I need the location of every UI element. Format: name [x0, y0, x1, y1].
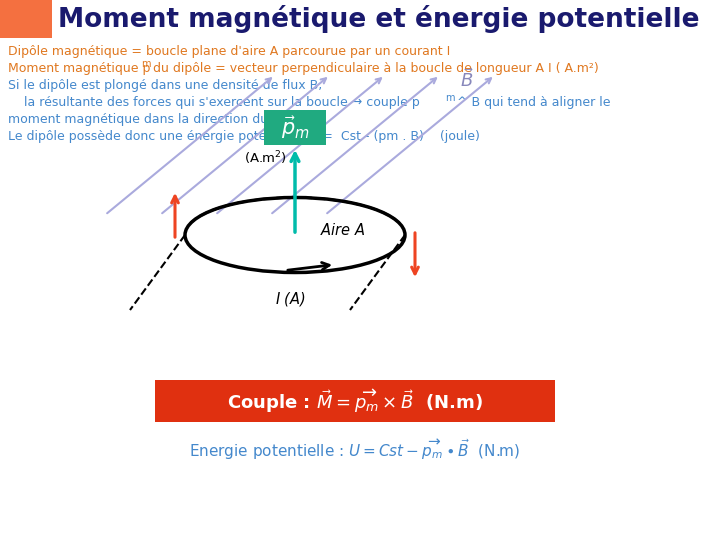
Text: du dipôle = vecteur perpendiculaire à la boucle de longueur A I ( A.m²): du dipôle = vecteur perpendiculaire à la…	[149, 62, 599, 75]
Text: (A.m$^2$): (A.m$^2$)	[244, 149, 287, 167]
Text: m: m	[445, 93, 454, 103]
Text: Moment magnétique et énergie potentielle: Moment magnétique et énergie potentielle	[58, 5, 700, 33]
Text: Moment magnétique p: Moment magnétique p	[8, 62, 150, 75]
Text: $\vec{p}_m$: $\vec{p}_m$	[281, 114, 310, 141]
Bar	[0, 0, 52, 38]
Text: Aire $A$: Aire $A$	[320, 222, 366, 238]
FancyBboxPatch shape	[264, 110, 326, 145]
Text: $\vec{B}$: $\vec{B}$	[460, 69, 474, 91]
Text: moment magnétique dans la direction du flux.: moment magnétique dans la direction du f…	[8, 113, 300, 126]
Text: Energie potentielle : $U = Cst - \overrightarrow{p_m} \bullet \vec{B}$  (N.m): Energie potentielle : $U = Cst - \overri…	[189, 438, 521, 462]
Text: $I$ (A): $I$ (A)	[274, 290, 305, 308]
Text: la résultante des forces qui s'exercent sur la boucle → couple p: la résultante des forces qui s'exercent …	[8, 96, 420, 109]
FancyBboxPatch shape	[155, 380, 555, 422]
Text: Dipôle magnétique = boucle plane d'aire A parcourue par un courant I: Dipôle magnétique = boucle plane d'aire …	[8, 45, 450, 58]
Text: ^ B qui tend à aligner le: ^ B qui tend à aligner le	[453, 96, 611, 109]
Text: Si le dipôle est plongé dans une densité de flux B,: Si le dipôle est plongé dans une densité…	[8, 79, 323, 92]
Text: Couple : $\vec{M} = \overrightarrow{p_m} \times \vec{B}$  (N.m): Couple : $\vec{M} = \overrightarrow{p_m}…	[227, 387, 483, 415]
Text: Le dipôle possède donc une énergie potentielle U =  Cst - (pm . B)    (joule): Le dipôle possède donc une énergie poten…	[8, 130, 480, 143]
Text: m: m	[141, 59, 150, 69]
